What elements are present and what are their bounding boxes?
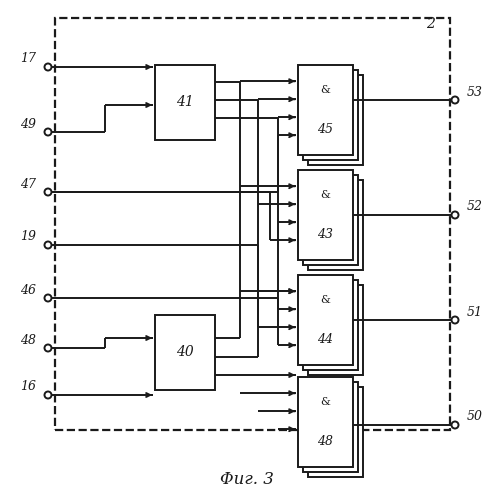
- Text: 51: 51: [467, 306, 483, 318]
- Text: 41: 41: [176, 96, 194, 110]
- Bar: [155, 65, 215, 140]
- Text: 48: 48: [317, 436, 334, 448]
- Bar: [55, 18, 450, 430]
- Text: &: &: [321, 397, 331, 407]
- Text: 48: 48: [20, 334, 36, 346]
- Text: 40: 40: [176, 346, 194, 360]
- Bar: [308, 75, 363, 165]
- Bar: [308, 387, 363, 477]
- Bar: [308, 285, 363, 375]
- Bar: [298, 275, 353, 365]
- Text: 52: 52: [467, 200, 483, 213]
- Text: 49: 49: [20, 118, 36, 130]
- Text: 16: 16: [20, 380, 36, 394]
- Text: 17: 17: [20, 52, 36, 66]
- Text: 2: 2: [426, 17, 435, 31]
- Text: 50: 50: [467, 410, 483, 424]
- Bar: [303, 175, 358, 265]
- Text: 43: 43: [317, 228, 334, 241]
- Text: 45: 45: [317, 124, 334, 136]
- Text: 46: 46: [20, 284, 36, 296]
- Bar: [298, 65, 353, 155]
- Bar: [303, 70, 358, 160]
- Text: 53: 53: [467, 86, 483, 98]
- Text: 47: 47: [20, 178, 36, 190]
- Bar: [298, 377, 353, 467]
- Bar: [303, 382, 358, 472]
- Text: 19: 19: [20, 230, 36, 243]
- Text: &: &: [321, 85, 331, 95]
- Bar: [155, 315, 215, 390]
- Text: &: &: [321, 295, 331, 305]
- Text: &: &: [321, 190, 331, 200]
- Bar: [298, 170, 353, 260]
- Text: Φиг. 3: Φиг. 3: [220, 472, 274, 488]
- Bar: [303, 280, 358, 370]
- Text: 44: 44: [317, 334, 334, 346]
- Bar: [308, 180, 363, 270]
